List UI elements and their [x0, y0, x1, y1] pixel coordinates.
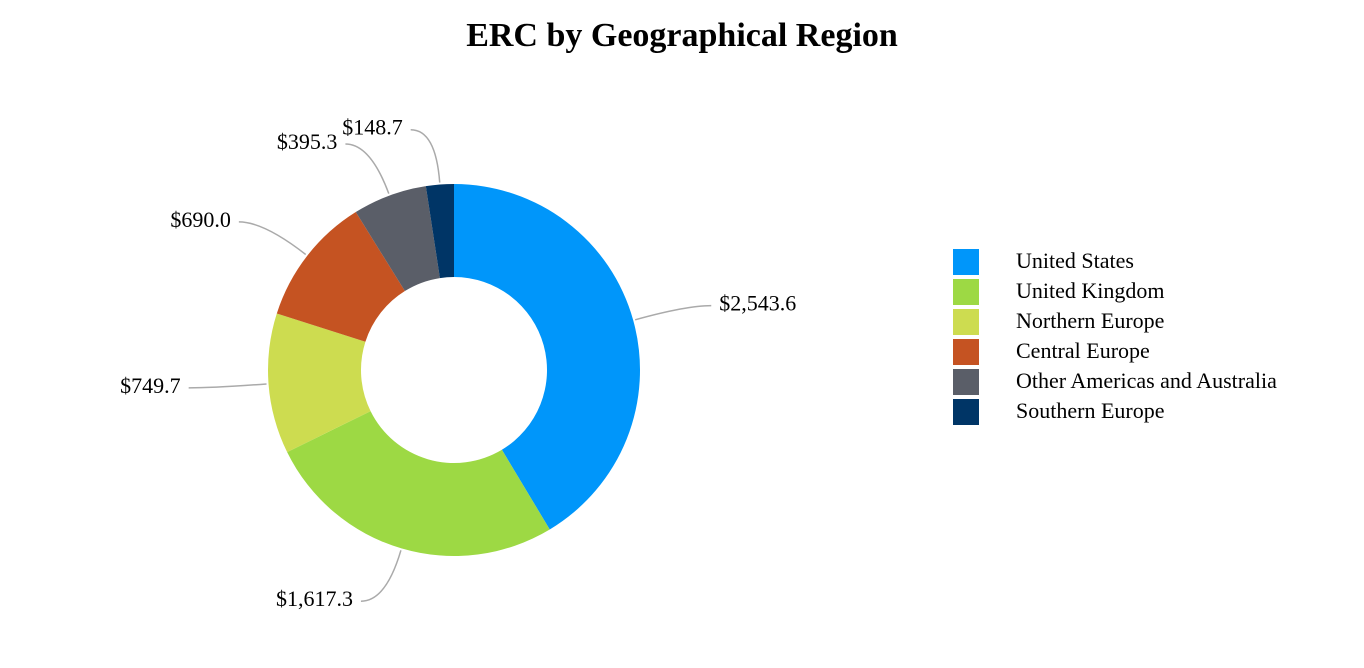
- leader-line: [188, 383, 267, 389]
- legend-label: Northern Europe: [1016, 308, 1164, 333]
- data-label: $1,617.3: [276, 586, 353, 611]
- slice: [268, 313, 371, 453]
- leader-line: [360, 550, 402, 602]
- legend-swatch: [953, 249, 979, 275]
- legend-swatch: [953, 369, 979, 395]
- data-label: $395.3: [277, 129, 338, 154]
- legend-swatch: [953, 309, 979, 335]
- slice: [454, 184, 640, 530]
- legend-label: Central Europe: [1016, 338, 1150, 363]
- legend-label: Other Americas and Australia: [1016, 368, 1277, 393]
- leader-line: [238, 221, 307, 256]
- slice: [355, 186, 440, 292]
- leader-line: [410, 128, 441, 183]
- leader-line: [345, 143, 390, 194]
- legend-label: Southern Europe: [1016, 398, 1164, 423]
- chart-title: ERC by Geographical Region: [466, 17, 898, 54]
- leader-line: [634, 304, 712, 321]
- legend-label: United Kingdom: [1016, 278, 1165, 303]
- legend-label: United States: [1016, 248, 1134, 273]
- data-label: $2,543.6: [719, 291, 796, 316]
- slice: [425, 184, 454, 279]
- legend-swatch: [953, 279, 979, 305]
- legend-swatch: [953, 399, 979, 425]
- data-label: $148.7: [342, 115, 403, 140]
- legend-swatch: [953, 339, 979, 365]
- slice: [287, 411, 550, 556]
- data-label: $690.0: [170, 207, 231, 232]
- data-label: $749.7: [120, 373, 181, 398]
- slice: [276, 212, 405, 342]
